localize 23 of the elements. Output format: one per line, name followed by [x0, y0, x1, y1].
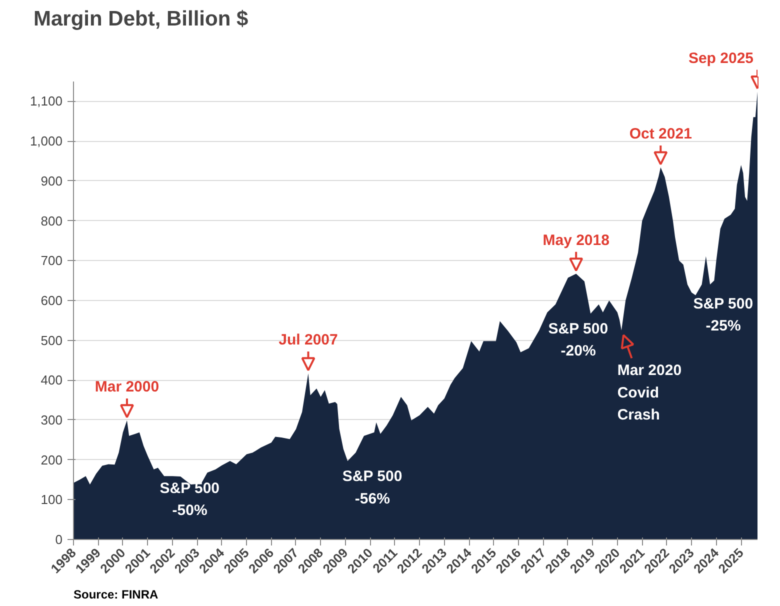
- y-tick-label: 500: [40, 332, 63, 348]
- annotation: Mar 2020 Covid Crash: [617, 362, 682, 424]
- y-tick-label: 200: [40, 452, 63, 468]
- annotation: Oct 2021: [629, 126, 692, 143]
- y-tick-label: 800: [40, 213, 63, 228]
- y-tick-label: 600: [40, 292, 63, 308]
- y-tick-label: 700: [40, 253, 63, 268]
- annotation: S&P 500 -56%: [342, 468, 402, 508]
- y-tick-label: 400: [40, 372, 63, 388]
- annotation: S&P 500 -20%: [548, 320, 608, 360]
- source-note: Source: FINRA: [74, 588, 159, 602]
- annotation: Jul 2007: [278, 332, 338, 349]
- annotation: May 2018: [542, 232, 610, 250]
- y-tick-label: 900: [40, 173, 63, 188]
- y-tick-label: 1,100: [30, 94, 63, 109]
- annotation: Mar 2000: [94, 378, 160, 396]
- y-tick-label: 300: [40, 412, 63, 428]
- y-tick-label: 100: [40, 492, 63, 508]
- annotation: S&P 500 -25%: [693, 295, 754, 335]
- chart-title: Margin Debt, Billion $: [34, 8, 248, 30]
- y-tick-label: 0: [55, 532, 63, 547]
- y-tick-label: 1,000: [30, 134, 63, 149]
- annotation: Sep 2025: [688, 50, 754, 67]
